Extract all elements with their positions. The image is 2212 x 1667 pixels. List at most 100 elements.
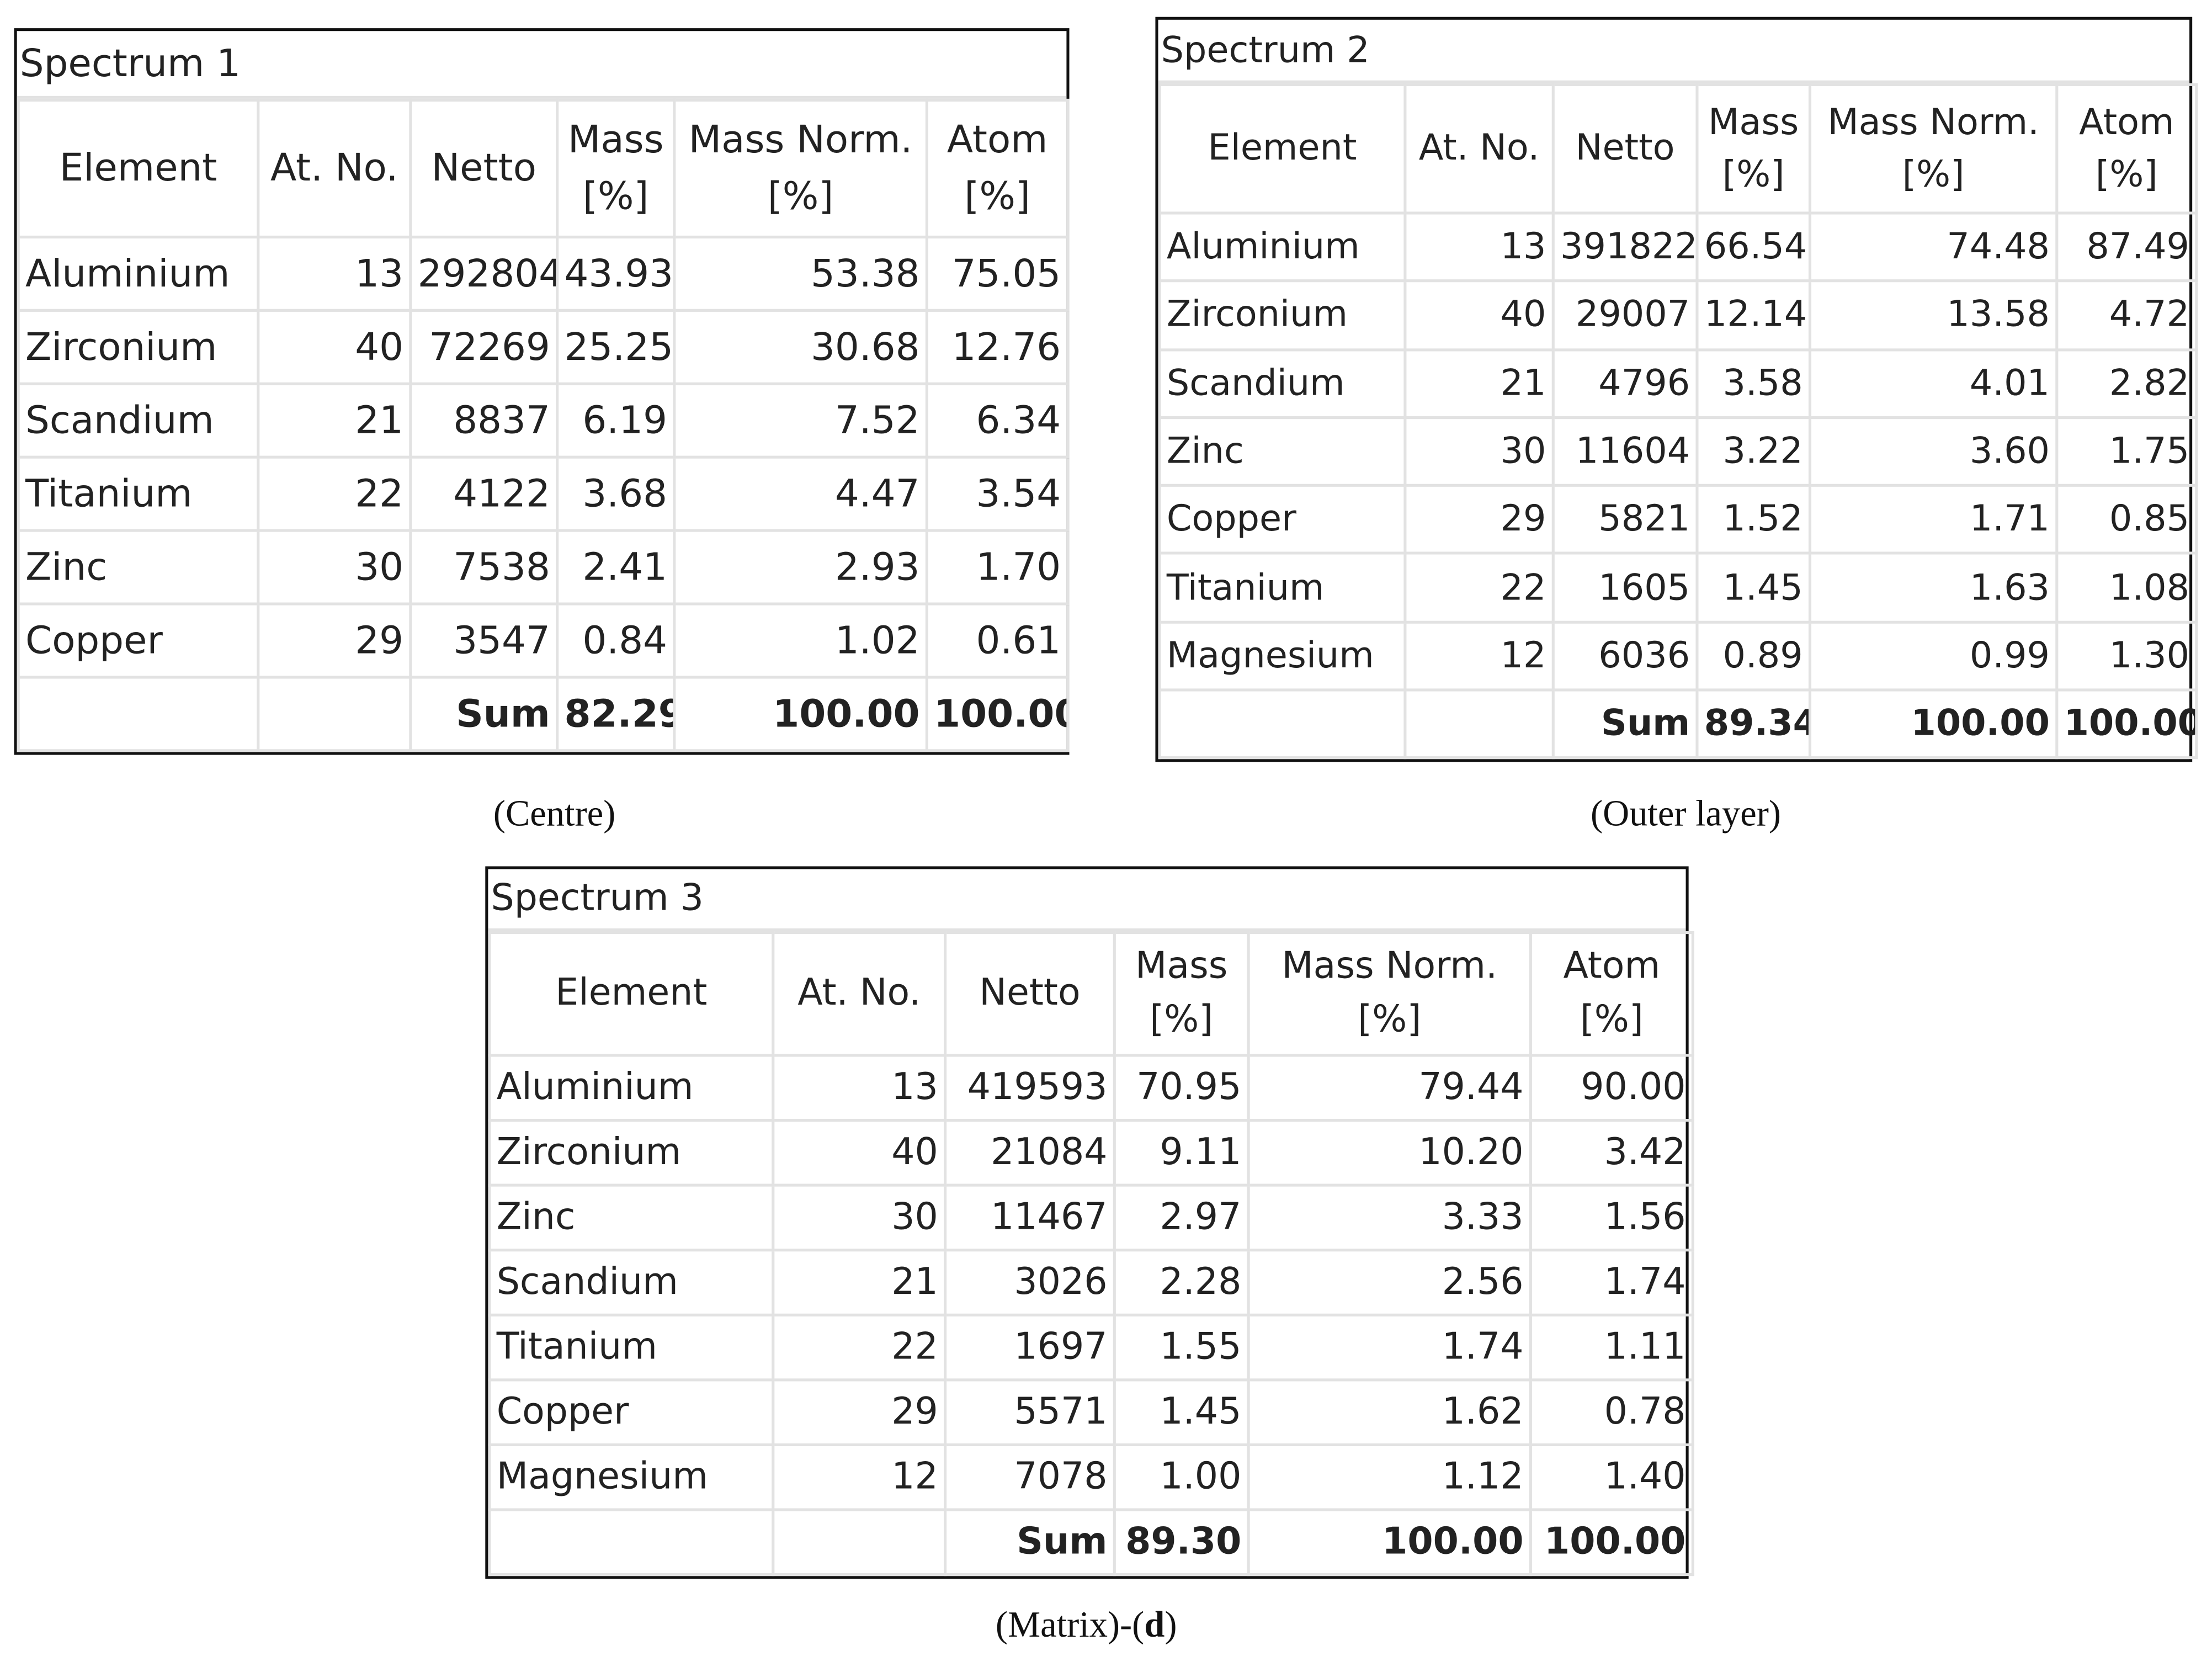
cell: 1.08 [2055,552,2198,624]
table-body: Element At. No. Netto Mass [%] Mass Norm. [%] A… [17,98,1070,752]
cell: 7538 [409,529,559,606]
cell: 13 [1403,211,1555,283]
cell: 74.48 [1808,211,2059,283]
header-text: Mass Norm. [1282,945,1498,988]
header-text: [%] [1902,153,1965,196]
cell: 1605 [1551,552,1699,624]
cell: 29 [257,602,412,679]
spectrum-table: Spectrum 3 Element At. No. Netto Mass [%] Mass… [485,866,1694,1579]
cell: 5821 [1551,484,1699,555]
data-row: Aluminium 13 419593 70.95 79.44 90.00 [488,1054,1694,1122]
cell: 7078 [944,1443,1116,1511]
header-text: [%] [1358,998,1422,1041]
cell: 43.93 [556,235,676,312]
cell: Copper [17,602,260,679]
sum-cell: 100.00 [2055,688,2198,760]
header-text: Atom [1563,945,1661,988]
cell: 9.11 [1113,1118,1250,1187]
cell: 12.76 [925,309,1070,385]
cell: 11467 [944,1183,1116,1252]
sum-row: Sum 89.34 100.00 100.00 [1158,688,2198,760]
cell: 1.45 [1695,552,1812,624]
cell: 40 [257,309,412,385]
header-cell: Mass Norm. [%] [1808,83,2059,215]
data-row: Copper 29 3547 0.84 1.02 0.61 [17,602,1070,679]
header-cell: Element [488,931,775,1057]
header-cell: Netto [409,98,559,238]
cell: 1.45 [1113,1378,1250,1447]
empty-cell [257,676,412,752]
cell: Zinc [1158,416,1407,487]
cell: 1.52 [1695,484,1812,555]
cell: 40 [772,1118,947,1187]
table-body: Element At. No. Netto Mass [%] Mass Norm. [%] A… [488,931,1694,1576]
empty-cell [17,676,260,752]
cell: 7.52 [673,382,928,459]
cell: 4796 [1551,348,1699,419]
cell: 29 [772,1378,947,1447]
cell: Magnesium [488,1443,775,1511]
sum-label: Sum [1551,688,1699,760]
data-row: Magnesium 12 7078 1.00 1.12 1.40 [488,1443,1694,1511]
header-cell: At. No. [1403,83,1555,215]
cell: 3547 [409,602,559,679]
cell: 3.58 [1695,348,1812,419]
cell: 2.41 [556,529,676,606]
cell: 3.42 [1529,1118,1694,1187]
cell: 6.34 [925,382,1070,459]
header-text: Mass [1708,100,1799,144]
table-title: Spectrum 3 [488,869,1686,932]
cell: Scandium [1158,348,1407,419]
cell: 66.54 [1695,211,1812,283]
cell: Zinc [17,529,260,606]
sum-cell: 100.00 [1529,1508,1694,1576]
cell: 391822 [1551,211,1699,283]
sum-cell: 82.29 [556,676,676,752]
caption: (Matrix)-(d) [996,1604,1177,1647]
cell: 0.89 [1695,620,1812,692]
cell: 1.12 [1247,1443,1532,1511]
header-text: At. No. [270,146,398,190]
cell: 1.40 [1529,1443,1694,1511]
cell: 2.82 [2055,348,2198,419]
cell: 13.58 [1808,279,2059,351]
header-text: Mass Norm. [688,119,913,163]
cell: 1697 [944,1313,1116,1382]
cell: 87.49 [2055,211,2198,283]
header-cell: Netto [1551,83,1699,215]
cell: 1.63 [1808,552,2059,624]
cell: 12 [772,1443,947,1511]
data-row: Scandium 21 4796 3.58 4.01 2.82 [1158,348,2198,419]
cell: 10.20 [1247,1118,1532,1187]
cell: 292804 [409,235,559,312]
header-text: Mass [1135,945,1228,988]
cell: Magnesium [1158,620,1407,692]
header-text: Netto [979,971,1081,1014]
header-cell: Atom [%] [1529,931,1694,1057]
cell: 22 [1403,552,1555,624]
table-title: Spectrum 2 [1158,20,2190,83]
cell: 12.14 [1695,279,1812,351]
data-row: Zirconium 40 29007 12.14 13.58 4.72 [1158,279,2198,351]
empty-cell [488,1508,775,1576]
cell: 75.05 [925,235,1070,312]
header-row: Element At. No. Netto Mass [%] Mass Norm. [%] A… [17,98,1070,238]
cell: 13 [257,235,412,312]
cell: 1.30 [2055,620,2198,692]
data-table: Element At. No. Netto Mass [%] Mass Norm. [%] A… [17,98,1070,752]
cell: 2.28 [1113,1249,1250,1316]
cell: 4.47 [673,455,928,532]
header-cell: Atom [%] [2055,83,2198,215]
header-cell: At. No. [257,98,412,238]
cell: Zirconium [1158,279,1407,351]
caption-part: ) [1165,1604,1177,1645]
cell: 4.72 [2055,279,2198,351]
cell: 30 [257,529,412,606]
caption-part: (Outer layer) [1591,793,1782,834]
sum-cell: 100.00 [673,676,928,752]
cell: 5571 [944,1378,1116,1447]
header-text: [%] [1150,998,1214,1041]
cell: 29007 [1551,279,1699,351]
cell: 0.84 [556,602,676,679]
